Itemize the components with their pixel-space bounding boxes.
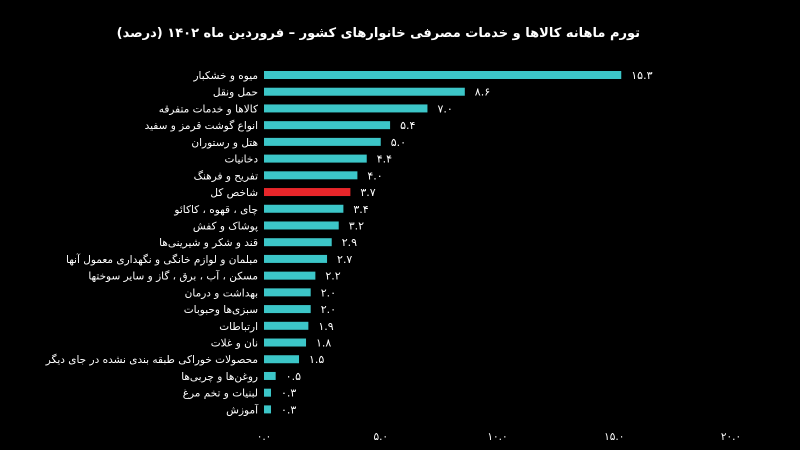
category-label: سبزی‌ها وحبوبات (184, 304, 258, 316)
x-tick-label: ۱۵.۰ (604, 431, 624, 443)
value-label: ۳.۷ (360, 186, 375, 199)
category-labels: میوه و خشکبار حمل ونقل کالاها و خدمات متفر… (45, 70, 259, 416)
value-label: ۲.۰ (321, 303, 336, 316)
category-label: ارتباطات (219, 321, 258, 333)
bar (264, 154, 367, 163)
value-label: ۲.۰ (321, 286, 336, 299)
bar (264, 71, 622, 79)
x-tick-label: ۲۰.۰ (721, 431, 741, 443)
value-label: ۸.۶ (475, 86, 490, 99)
x-tick-label: ۰.۰ (257, 431, 272, 443)
value-label: ۲.۹ (342, 236, 357, 249)
bar (264, 321, 309, 330)
value-label: ۳.۴ (353, 203, 368, 216)
bar (264, 171, 358, 180)
value-label: ۱۵.۳ (631, 69, 652, 82)
category-label: آموزش (226, 403, 259, 416)
bar (264, 288, 311, 297)
bar (264, 405, 272, 414)
value-label: ۳.۲ (349, 219, 364, 232)
value-label: ۱.۸ (316, 337, 331, 350)
value-label: ۵.۴ (400, 119, 415, 132)
category-label: میوه و خشکبار (192, 70, 258, 82)
bar (264, 204, 344, 213)
bar (264, 371, 276, 380)
bar (264, 271, 316, 280)
category-label: هتل و رستوران (191, 137, 258, 149)
bar (264, 388, 272, 397)
value-label: ۲.۷ (337, 253, 352, 266)
x-tick-label: ۵.۰ (373, 431, 388, 443)
category-label: قند و شکر و شیرینی‌ها (159, 237, 258, 249)
value-label: ۰.۳ (281, 403, 296, 416)
value-label: ۴.۰ (367, 169, 382, 182)
value-label: ۱.۹ (318, 320, 333, 333)
bar (264, 221, 339, 230)
category-label: تفریح و فرهنگ (194, 169, 258, 182)
bar (264, 355, 300, 364)
bar (264, 188, 351, 197)
category-label: شاخص کل (210, 187, 258, 199)
value-label: ۰.۵ (286, 370, 301, 383)
category-label: پوشاک و کفش (193, 220, 258, 232)
value-label: ۲.۲ (325, 270, 340, 283)
chart-title: تورم ماهانه کالاها و خدمات مصرفی خانواره… (116, 26, 640, 41)
category-label: نان و غلات (211, 338, 258, 350)
category-label: بهداشت و درمان (185, 287, 258, 299)
bar (264, 338, 307, 347)
bars-group (264, 71, 622, 414)
value-label: ۱.۵ (309, 353, 324, 366)
bar (264, 104, 428, 113)
category-label: دخانیات (224, 154, 258, 166)
category-label: محصولات خوراکی طبقه بندی نشده در جای دیگ… (45, 353, 258, 366)
category-label: چای ، قهوه ، کاکائو (173, 204, 258, 216)
category-label: کالاها و خدمات متفرقه (159, 103, 258, 115)
category-label: حمل ونقل (213, 87, 258, 99)
category-label: مسکن ، آب ، برق ، گاز و سایر سوختها (88, 270, 258, 283)
x-tick-label: ۱۰.۰ (487, 431, 507, 443)
category-label: روغن‌ها و چربی‌ها (181, 371, 258, 383)
bar (264, 121, 391, 130)
value-label: ۴.۴ (377, 153, 392, 166)
bar (264, 305, 311, 314)
value-label: ۷.۰ (437, 102, 452, 115)
bar (264, 137, 381, 146)
category-label: انواع گوشت قرمز و سفید (145, 119, 258, 132)
value-label: ۵.۰ (391, 136, 406, 149)
x-axis-ticks: ۰.۰ ۵.۰ ۱۰.۰ ۱۵.۰ ۲۰.۰ (257, 431, 741, 443)
value-labels: ۱۵.۳ ۸.۶ ۷.۰ ۵.۴ ۵.۰ ۴.۴ ۴.۰ ۳.۷ ۳.۴ ۳.۲ ۲.۹ ۲.۷ ۲.۲… (281, 69, 653, 416)
bar (264, 87, 465, 96)
bar (264, 254, 328, 263)
bar (264, 238, 332, 247)
category-label: مبلمان و لوازم خانگی و نگهداری معمول آنه… (66, 253, 258, 266)
value-label: ۰.۳ (281, 387, 296, 400)
category-label: لبنیات و تخم مرغ (183, 388, 258, 400)
